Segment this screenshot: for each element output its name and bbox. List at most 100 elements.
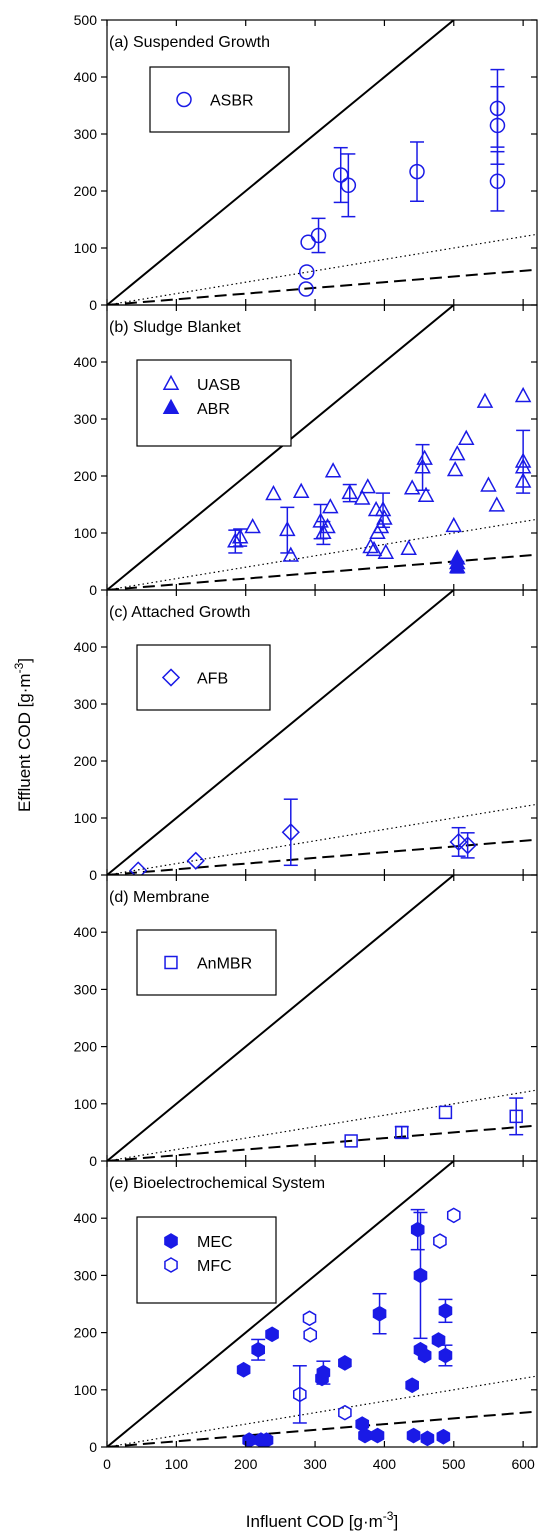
uasb-point (292, 482, 310, 498)
uasb-point (416, 449, 433, 465)
panel-b-reference-line-dashed (107, 553, 537, 590)
uasb-point (376, 509, 393, 525)
anmbr-legend-marker (164, 955, 178, 970)
mec-point (259, 1432, 274, 1447)
asbr-legend-marker (176, 91, 192, 108)
x-tick-label-six-hundred: 600 (511, 1456, 535, 1472)
panel-e-plot-area (107, 1161, 537, 1447)
panel-a-frame (106, 19, 538, 306)
x-tick-label-five-hundred: 500 (442, 1456, 466, 1472)
anmbr-point (509, 1109, 523, 1124)
uasb-point (514, 472, 532, 488)
panel-c-reference-line-dotted (107, 803, 537, 875)
uasb-legend-marker (162, 374, 180, 390)
abr-legend-marker (162, 398, 180, 414)
uasb-point (359, 478, 377, 494)
x-axis-label: Influent COD [g·m-3] (246, 1509, 398, 1531)
mec-point (417, 1347, 432, 1364)
mec-point (338, 1355, 352, 1371)
mec-point (372, 1305, 387, 1322)
panel-d-reference-line-dotted (107, 1089, 537, 1161)
uasb-point (446, 461, 464, 477)
panel-c-y-tick-label: 400 (74, 639, 98, 655)
mfc-point (303, 1327, 318, 1343)
panel-a-title: (a) Suspended Growth (109, 34, 270, 51)
panel-d-y-tick-label: 0 (89, 1153, 97, 1169)
uasb-point (367, 500, 385, 517)
panel-e-reference-line-dotted (107, 1375, 537, 1447)
y-axis-label: Effluent COD [g·m-3] (12, 658, 34, 812)
panel-a-y-tick-label: 400 (74, 69, 98, 85)
panel-b-y-tick-label: 200 (74, 468, 98, 484)
asbr-point (300, 234, 316, 251)
mec-point (265, 1326, 279, 1343)
mec-legend-marker (164, 1233, 178, 1249)
panel-a-y-tick-label: 500 (74, 12, 98, 28)
uasb-point (403, 479, 421, 495)
panel-e-frame (106, 1160, 538, 1448)
mfc-point (292, 1386, 307, 1403)
mec-point (405, 1377, 419, 1394)
anmbr-point (395, 1125, 409, 1140)
panel-d-reference-line-dashed (107, 1124, 537, 1161)
mec-point (438, 1347, 453, 1364)
panel-d-y-tick-label: 200 (74, 1039, 98, 1055)
panel-b-reference-line-solid (107, 305, 455, 590)
panel-d-y-tick-label: 300 (74, 981, 98, 997)
panel-a-y-tick-label: 0 (89, 297, 97, 313)
uasb-point (231, 528, 249, 544)
x-tick-label-zero: 0 (103, 1456, 111, 1472)
panel-e-y-tick-label: 100 (74, 1382, 98, 1398)
panel-a-legend-box (149, 66, 290, 133)
panel-c-y-tick-label: 0 (89, 867, 97, 883)
uasb-point (480, 476, 497, 492)
anmbr-legend-label: AnMBR (197, 956, 252, 973)
x-tick-label-four-hundred: 400 (373, 1456, 397, 1472)
uasb-point (322, 498, 339, 514)
uasb-point (282, 546, 300, 562)
panel-c-y-tick-label: 200 (74, 753, 98, 769)
uasb-point (458, 429, 475, 445)
uasb-point (372, 518, 390, 534)
panel-d-y-tick-label: 400 (74, 924, 98, 940)
mfc-point (302, 1310, 317, 1327)
x-tick-label-one-hundred: 100 (165, 1456, 189, 1472)
asbr-point (310, 227, 327, 244)
uasb-point (445, 516, 463, 533)
afb-point (449, 832, 468, 852)
panel-b-y-tick-label: 0 (89, 582, 97, 598)
uasb-point (400, 539, 417, 555)
panel-a-reference-line-solid (107, 20, 455, 305)
afb-point (186, 851, 205, 870)
panel-c-y-tick-label: 100 (74, 810, 98, 826)
panel-e-y-tick-label: 400 (74, 1210, 98, 1226)
afb-point (129, 861, 148, 875)
mec-point (242, 1432, 256, 1447)
asbr-point (298, 281, 314, 297)
mec-legend-label: MEC (197, 1234, 233, 1251)
mfc-legend-label: MFC (197, 1258, 232, 1275)
uasb-point (514, 452, 532, 468)
mfc-point (338, 1404, 352, 1421)
panel-b-y-tick-label: 400 (74, 354, 98, 370)
uasb-point (279, 520, 296, 537)
panel-d-plot-area (107, 875, 537, 1161)
asbr-point (489, 117, 506, 134)
afb-legend-marker (161, 668, 181, 687)
anmbr-point (438, 1105, 453, 1120)
uasb-point (315, 523, 332, 539)
uasb-point (414, 458, 431, 474)
uasb-point (514, 386, 532, 403)
panel-c-plot-area (107, 590, 537, 875)
panel-e-reference-line-dashed (107, 1410, 537, 1447)
uasb-point (244, 518, 261, 534)
asbr-point (489, 173, 506, 190)
panel-e-title: (e) Bioelectrochemical System (109, 1175, 325, 1192)
abr-legend-label: ABR (197, 401, 230, 418)
uasb-point (265, 484, 282, 501)
uasb-point (374, 500, 392, 517)
mec-point (410, 1221, 425, 1238)
panel-e-y-tick-label: 300 (74, 1267, 98, 1283)
panel-d-title: (d) Membrane (109, 889, 210, 906)
panel-b-reference-line-dotted (107, 518, 537, 590)
